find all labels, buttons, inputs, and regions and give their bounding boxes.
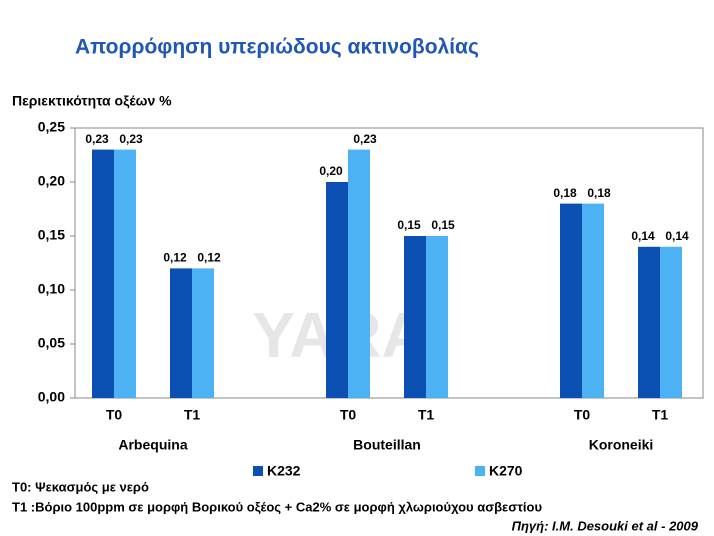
note: T1 :Βόριο 100ppm σε μορφή Βορικού οξέος … xyxy=(12,499,542,514)
legend-label: K270 xyxy=(489,463,523,479)
legend-swatch xyxy=(475,466,485,476)
y-tick-label: 0,20 xyxy=(38,173,65,189)
x-tick-label: T0 xyxy=(340,407,357,423)
legend-label: K232 xyxy=(267,463,301,479)
bar xyxy=(192,268,214,398)
bar xyxy=(638,246,660,398)
bar xyxy=(560,203,582,398)
value-label: 0,14 xyxy=(631,229,655,243)
group-label: Arbequina xyxy=(118,437,187,453)
x-tick-label: T0 xyxy=(106,407,123,423)
value-label: 0,15 xyxy=(431,218,455,232)
value-label: 0,20 xyxy=(319,164,343,178)
value-label: 0,18 xyxy=(553,186,577,200)
y-tick-label: 0,15 xyxy=(38,227,65,243)
y-tick-label: 0,10 xyxy=(38,281,65,297)
value-label: 0,15 xyxy=(397,218,421,232)
bar xyxy=(326,182,348,398)
x-tick-label: T1 xyxy=(184,407,201,423)
y-tick-label: 0,25 xyxy=(38,119,65,135)
value-label: 0,23 xyxy=(353,132,377,146)
bar xyxy=(114,149,136,398)
note: T0: Ψεκασμός με νερό xyxy=(12,479,149,494)
group-label: Koroneiki xyxy=(589,437,654,453)
x-tick-label: T0 xyxy=(574,407,591,423)
y-tick-label: 0,05 xyxy=(38,335,65,351)
x-tick-label: T1 xyxy=(652,407,669,423)
bar xyxy=(170,268,192,398)
bar xyxy=(348,149,370,398)
y-tick-label: 0,00 xyxy=(38,389,65,405)
source: Πηγή: I.M. Desouki et al - 2009 xyxy=(512,518,699,533)
bar xyxy=(582,203,604,398)
value-label: 0,14 xyxy=(665,229,689,243)
value-label: 0,23 xyxy=(85,132,109,146)
chart-title: Απορρόφηση υπεριώδους ακτινοβολίας xyxy=(75,36,479,59)
value-label: 0,12 xyxy=(163,251,187,265)
bar xyxy=(404,236,426,398)
x-tick-label: T1 xyxy=(418,407,435,423)
y-axis-label: Περιεκτικότητα οξέων % xyxy=(12,93,172,109)
bar xyxy=(660,246,682,398)
plot-frame xyxy=(74,127,704,399)
value-label: 0,23 xyxy=(119,132,143,146)
group-label: Bouteillan xyxy=(353,437,421,453)
value-label: 0,18 xyxy=(587,186,611,200)
bar xyxy=(92,149,114,398)
bar xyxy=(426,236,448,398)
value-label: 0,12 xyxy=(197,251,221,265)
legend-swatch xyxy=(253,466,263,476)
